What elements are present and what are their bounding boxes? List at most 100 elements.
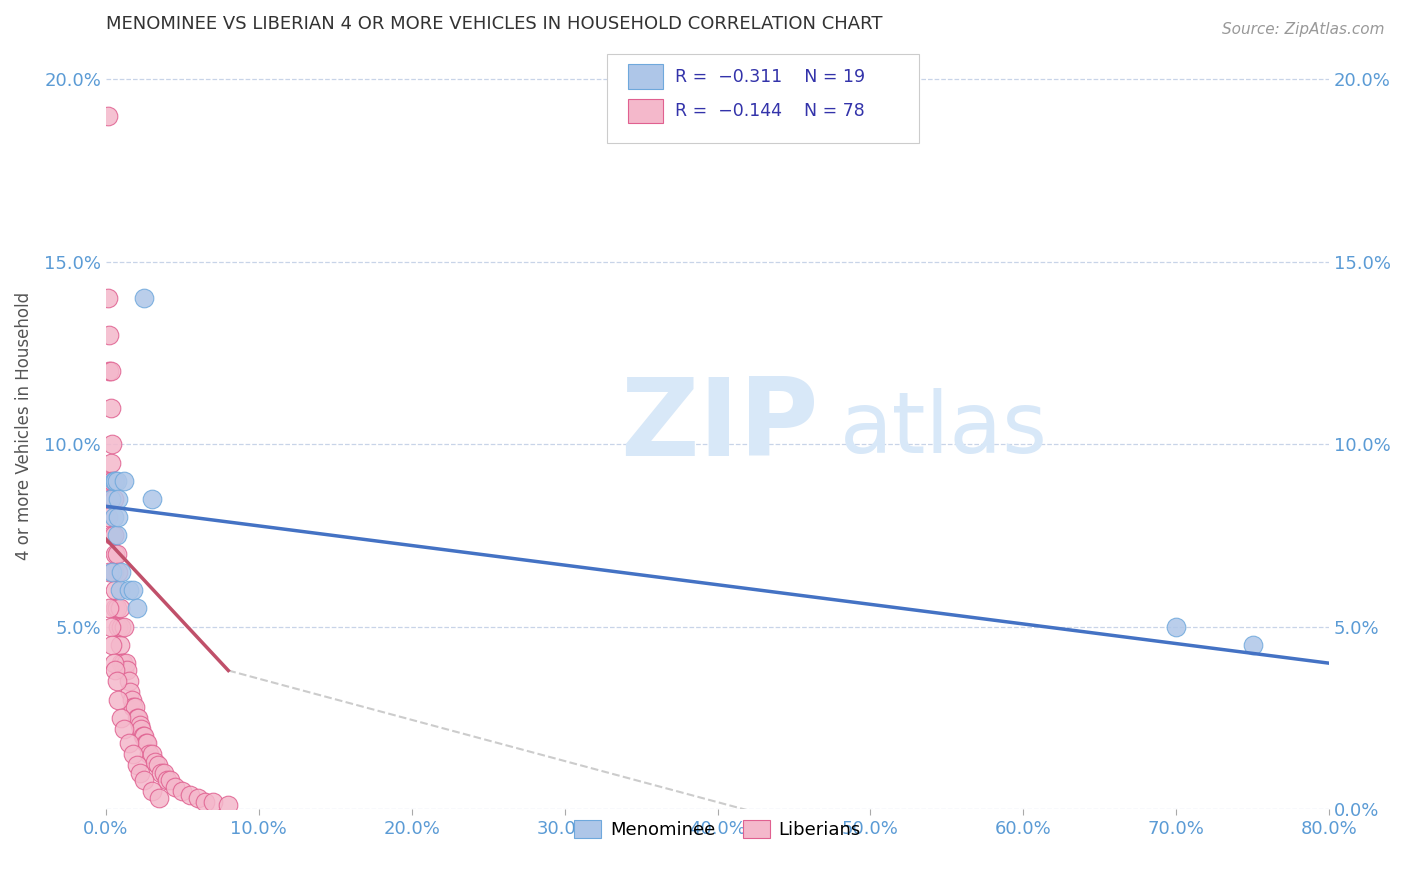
Text: Source: ZipAtlas.com: Source: ZipAtlas.com [1222,22,1385,37]
Point [134,772,156,787]
Point [100,401,122,415]
Point [187,791,209,805]
Point [104,664,127,678]
Point [121,692,143,706]
Point [136,736,159,750]
Text: atlas: atlas [839,388,1047,471]
Point [100,455,122,469]
Point [118,674,141,689]
Text: R =  −0.144    N = 78: R = −0.144 N = 78 [675,102,865,120]
Point [101,474,124,488]
Point [122,583,145,598]
Point [1166,620,1188,634]
Point [159,772,181,787]
Point [103,565,125,579]
Point [105,601,128,615]
Point [100,364,122,378]
Point [125,758,148,772]
FancyBboxPatch shape [607,54,920,143]
Point [122,700,145,714]
Point [112,474,135,488]
Point [107,565,129,579]
Point [131,729,153,743]
Point [117,664,139,678]
Point [118,736,141,750]
Point [134,729,156,743]
Point [172,784,194,798]
Text: ZIP: ZIP [620,373,818,479]
Point [96,109,118,123]
Point [110,565,132,579]
Point [125,711,148,725]
Point [110,711,132,725]
Point [98,601,121,615]
Point [101,638,124,652]
FancyBboxPatch shape [628,64,662,89]
Point [107,692,129,706]
Point [103,474,125,488]
Point [103,656,125,670]
Point [104,601,127,615]
Point [138,747,160,762]
Point [135,736,157,750]
Legend: Menominee, Liberians: Menominee, Liberians [567,813,868,847]
FancyBboxPatch shape [628,99,662,123]
Point [111,656,134,670]
Point [107,491,129,506]
Point [134,291,156,305]
Point [112,664,135,678]
Point [104,474,127,488]
Point [100,620,122,634]
Point [101,437,124,451]
Point [112,722,135,736]
Point [103,491,125,506]
Point [217,798,239,813]
Point [101,528,124,542]
Point [143,755,166,769]
Point [98,474,121,488]
Point [1241,638,1264,652]
Point [105,528,128,542]
Point [153,765,176,780]
Point [105,547,128,561]
Y-axis label: 4 or more Vehicles in Household: 4 or more Vehicles in Household [15,292,32,560]
Point [125,601,148,615]
Point [107,510,129,524]
Point [105,474,128,488]
Point [150,765,173,780]
Point [124,700,146,714]
Point [96,510,118,524]
Point [110,656,132,670]
Point [163,780,186,795]
Point [101,565,124,579]
Point [98,565,121,579]
Point [141,747,163,762]
Point [104,547,127,561]
Point [129,722,152,736]
Point [105,674,128,689]
Point [103,510,125,524]
Point [98,327,121,342]
Point [120,685,142,699]
Point [148,791,170,805]
Point [110,620,132,634]
Point [146,758,169,772]
Point [107,620,129,634]
Point [108,601,131,615]
Point [96,291,118,305]
Point [118,583,141,598]
Point [127,711,149,725]
Point [194,795,217,809]
Point [108,638,131,652]
Point [201,795,224,809]
Point [108,583,131,598]
Point [179,788,201,802]
Point [103,528,125,542]
Point [141,491,163,506]
Text: MENOMINEE VS LIBERIAN 4 OR MORE VEHICLES IN HOUSEHOLD CORRELATION CHART: MENOMINEE VS LIBERIAN 4 OR MORE VEHICLES… [105,15,883,33]
Text: R =  −0.311    N = 19: R = −0.311 N = 19 [675,68,865,86]
Point [100,491,122,506]
Point [141,784,163,798]
Point [112,620,135,634]
Point [122,747,145,762]
